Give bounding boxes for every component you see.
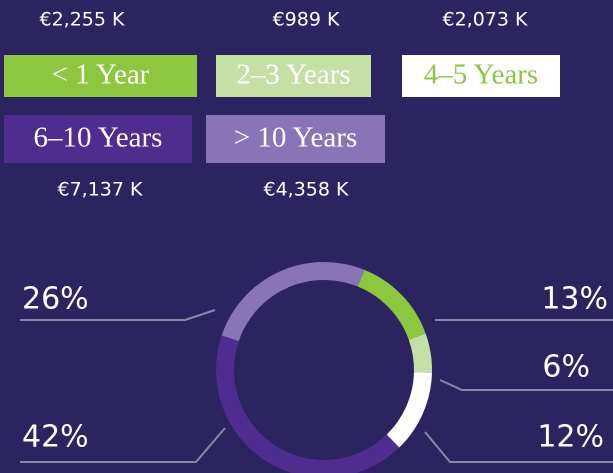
- leader-line: [439, 379, 613, 391]
- percent-label: 6%: [542, 350, 590, 385]
- percent-label: 42%: [22, 420, 89, 455]
- legend-swatch: [4, 55, 197, 97]
- percent-label: 13%: [541, 282, 608, 317]
- leader-line: [20, 427, 226, 463]
- donut-segment: [386, 372, 432, 448]
- legend-swatch: [4, 115, 192, 163]
- amount-label: €2,073 K: [443, 9, 529, 31]
- donut-segment: [408, 333, 432, 373]
- leader-line: [424, 431, 613, 463]
- legend-label: 4–5 Years: [424, 59, 538, 91]
- legend-swatch: [206, 115, 385, 163]
- legend-swatch: [216, 55, 371, 97]
- legend-label: > 10 Years: [234, 122, 358, 154]
- amount-label: €989 K: [273, 9, 340, 31]
- percent-label: 26%: [22, 282, 89, 317]
- leader-line: [20, 309, 216, 321]
- legend-label: 2–3 Years: [236, 59, 350, 91]
- amount-label: €4,358 K: [264, 179, 350, 201]
- legend-swatch: [402, 55, 560, 97]
- amount-label: €7,137 K: [58, 179, 144, 201]
- amount-label: €2,255 K: [40, 9, 126, 31]
- percent-label: 12%: [537, 420, 604, 455]
- legend-label: < 1 Year: [52, 59, 150, 91]
- donut-segment: [221, 262, 365, 342]
- donut-segment: [216, 335, 400, 473]
- donut-segment: [357, 269, 426, 340]
- legend-label: 6–10 Years: [34, 122, 163, 154]
